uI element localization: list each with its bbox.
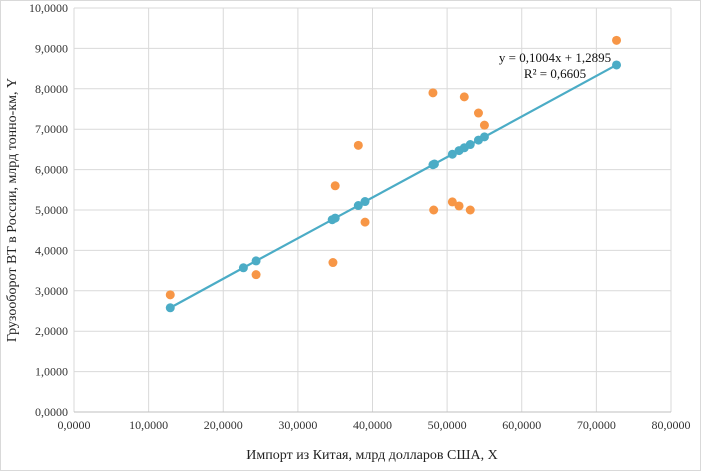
x-tick-label: 50,0000: [428, 418, 467, 432]
y-tick-label: 6,0000: [35, 163, 68, 177]
actual-point: [479, 120, 489, 130]
actual-point: [429, 205, 439, 215]
y-tick-label: 8,0000: [35, 82, 68, 96]
actual-point: [360, 217, 370, 227]
y-tick-labels: 0,0000 1,0000 2,0000 3,0000 4,0000 5,0000 6,00…: [29, 1, 68, 419]
actual-point: [330, 181, 340, 191]
y-tick-label: 3,0000: [35, 284, 68, 298]
actual-point: [447, 197, 457, 207]
actual-point: [454, 201, 464, 211]
actual-point: [459, 92, 469, 102]
actual-point: [353, 140, 363, 150]
chart-border: [0, 0, 701, 471]
x-tick-labels: 0,0000 10,0000 20,0000 30,0000 40,0000 50,000…: [58, 418, 691, 432]
x-tick-label: 80,0000: [652, 418, 691, 432]
y-tick-label: 5,0000: [35, 203, 68, 217]
y-tick-label: 9,0000: [35, 41, 68, 55]
x-tick-label: 0,0000: [58, 418, 91, 432]
y-tick-label: 1,0000: [35, 365, 68, 379]
predicted-point: [251, 256, 261, 266]
x-tick-label: 40,0000: [353, 418, 392, 432]
x-axis-title: Импорт из Китая, млрд долларов США, X: [246, 448, 497, 463]
data-marks: [165, 35, 622, 313]
actual-point: [465, 205, 475, 215]
predicted-point: [612, 60, 622, 70]
actual-point: [428, 88, 438, 98]
y-tick-label: 2,0000: [35, 324, 68, 338]
actual-point: [165, 290, 175, 300]
x-tick-label: 10,0000: [129, 418, 168, 432]
y-tick-label: 10,0000: [29, 1, 68, 15]
gridlines: [73, 7, 672, 413]
actual-point: [612, 35, 622, 45]
y-tick-label: 4,0000: [35, 243, 68, 257]
predicted-point: [479, 132, 489, 142]
predicted-point: [429, 159, 439, 169]
predicted-point: [238, 263, 248, 273]
predicted-point: [330, 213, 340, 223]
predicted-point: [353, 201, 363, 211]
r-squared-label: R² = 0,6605: [524, 66, 586, 81]
y-axis-title: Грузооборот ВТ в России, млрд тонно-км, …: [5, 78, 20, 342]
predicted-point: [465, 140, 475, 150]
x-tick-label: 60,0000: [502, 418, 541, 432]
actual-point: [328, 258, 338, 268]
y-tick-label: 7,0000: [35, 122, 68, 136]
actual-point: [251, 270, 261, 280]
predicted-point: [360, 197, 370, 207]
predicted-point: [165, 303, 175, 313]
x-tick-label: 20,0000: [204, 418, 243, 432]
x-tick-label: 30,0000: [278, 418, 317, 432]
y-tick-label: 0,0000: [35, 405, 68, 419]
actual-point: [473, 108, 483, 118]
trendline-equation: y = 0,1004x + 1,2895: [499, 50, 611, 65]
predicted-point: [447, 149, 457, 159]
x-tick-label: 70,0000: [577, 418, 616, 432]
